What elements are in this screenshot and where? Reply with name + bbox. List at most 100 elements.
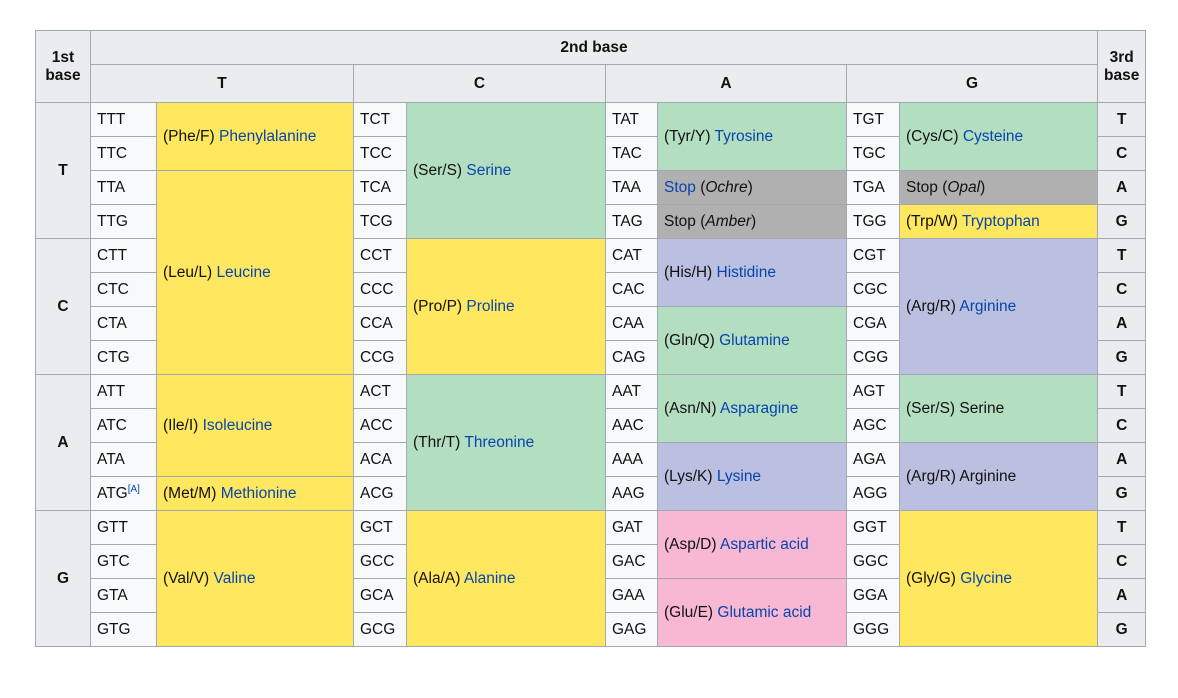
codon-tcc: TCC xyxy=(353,136,407,171)
codon-ttg: TTG xyxy=(90,204,157,239)
link-cysteine[interactable]: Cysteine xyxy=(962,127,1024,145)
codon-aat: AAT xyxy=(605,374,658,409)
table-row: CTA CCA CAA (Gln/Q) Glutamine CGA A xyxy=(36,306,1147,375)
codon-aac: AAC xyxy=(605,408,658,443)
codon-tta: TTA xyxy=(90,170,157,205)
link-valine[interactable]: Valine xyxy=(213,569,256,587)
codon-gcc: GCC xyxy=(353,544,407,579)
table-header: 1st base 2nd base 3rd base T C A G xyxy=(35,30,1147,103)
aa-valine: (Val/V) Valine xyxy=(156,510,354,647)
table-row: GTG GCG GAG GGG G xyxy=(36,612,1147,647)
aa-serine: (Ser/S) Serine xyxy=(406,102,606,239)
col-header-t: T xyxy=(90,64,354,103)
link-asparagine[interactable]: Asparagine xyxy=(720,399,799,417)
link-aspartic-acid[interactable]: Aspartic acid xyxy=(720,535,809,553)
first-base-header: 1st base xyxy=(35,30,91,103)
aa-stop-ochre: Stop (Ochre) xyxy=(657,170,847,205)
link-leucine[interactable]: Leucine xyxy=(216,263,271,281)
aa-phenylalanine: (Phe/F) Phenylalanine xyxy=(156,102,354,171)
link-proline[interactable]: Proline xyxy=(466,297,515,315)
codon-tag: TAG xyxy=(605,204,658,239)
row-header-g: G xyxy=(35,510,91,647)
table-row: ATC ACC AAC AGC C xyxy=(36,408,1147,443)
link-alanine[interactable]: Alanine xyxy=(463,569,516,587)
codon-tat: TAT xyxy=(605,102,658,137)
third-base-g: G xyxy=(1096,612,1147,647)
codon-table: 1st base 2nd base 3rd base T C A G T TTT (… xyxy=(35,30,1147,647)
codon-agc: AGC xyxy=(846,408,900,443)
codon-tga: TGA xyxy=(846,170,900,205)
codon-gga: GGA xyxy=(846,578,900,613)
row-header-c: C xyxy=(35,238,91,375)
codon-ccg: CCG xyxy=(353,340,407,375)
col-header-a: A xyxy=(605,64,847,103)
link-serine[interactable]: Serine xyxy=(466,161,512,179)
codon-ggc: GGC xyxy=(846,544,900,579)
third-base-c: C xyxy=(1096,544,1147,579)
row-header-t: T xyxy=(35,102,91,239)
third-base-t: T xyxy=(1096,374,1147,409)
third-base-a: A xyxy=(1096,578,1147,613)
codon-caa: CAA xyxy=(605,306,658,341)
footnote-ref[interactable]: [A] xyxy=(127,483,140,495)
second-base-header: 2nd base xyxy=(90,30,1098,65)
table-row: ATA ACA AAA (Lys/K) Lysine AGA (Arg/R) A… xyxy=(36,442,1147,511)
aa-stop-amber: Stop (Amber) xyxy=(657,204,847,239)
table-row: TTG TCG TAG Stop (Amber) TGG (Trp/W) Try… xyxy=(36,204,1147,239)
aa-cysteine: (Cys/C) Cysteine xyxy=(899,102,1098,171)
aa-tryptophan: (Trp/W) Tryptophan xyxy=(899,204,1098,239)
third-base-a: A xyxy=(1096,170,1147,205)
aa-glutamine: (Gln/Q) Glutamine xyxy=(657,306,847,375)
codon-ggt: GGT xyxy=(846,510,900,545)
codon-gca: GCA xyxy=(353,578,407,613)
codon-gag: GAG xyxy=(605,612,658,647)
codon-aga: AGA xyxy=(846,442,900,477)
table-row: CTC CCC CAC CGC C xyxy=(36,272,1147,307)
third-base-t: T xyxy=(1096,238,1147,273)
third-base-c: C xyxy=(1096,136,1147,171)
codon-gcg: GCG xyxy=(353,612,407,647)
codon-tcg: TCG xyxy=(353,204,407,239)
codon-gtc: GTC xyxy=(90,544,157,579)
codon-act: ACT xyxy=(353,374,407,409)
link-phenylalanine[interactable]: Phenylalanine xyxy=(219,127,317,145)
table-row: TTA (Leu/L) Leucine TCA TAA Stop (Ochre)… xyxy=(36,170,1147,375)
codon-taa: TAA xyxy=(605,170,658,205)
table-row: T TTT (Phe/F) Phenylalanine TCT (Ser/S) … xyxy=(35,102,1147,239)
aa-aspartic-acid: (Asp/D) Aspartic acid xyxy=(657,510,847,579)
link-stop-ochre[interactable]: Stop xyxy=(664,178,696,196)
codon-ctc: CTC xyxy=(90,272,157,307)
link-glutamine[interactable]: Glutamine xyxy=(719,331,790,349)
codon-cca: CCA xyxy=(353,306,407,341)
table-row: ATG[A] (Met/M) Methionine ACG AAG AGG G xyxy=(36,476,1147,511)
codon-aag: AAG xyxy=(605,476,658,511)
link-threonine[interactable]: Threonine xyxy=(464,433,535,451)
link-glycine[interactable]: Glycine xyxy=(960,569,1012,587)
link-arginine[interactable]: Arginine xyxy=(959,297,1017,315)
codon-att: ATT xyxy=(90,374,157,409)
link-histidine[interactable]: Histidine xyxy=(716,263,776,281)
link-methionine[interactable]: Methionine xyxy=(220,484,297,502)
codon-agg: AGG xyxy=(846,476,900,511)
link-glutamic-acid[interactable]: Glutamic acid xyxy=(717,603,812,621)
link-tyrosine[interactable]: Tyrosine xyxy=(714,127,774,145)
aa-isoleucine: (Ile/I) Isoleucine xyxy=(156,374,354,477)
link-lysine[interactable]: Lysine xyxy=(716,467,762,485)
codon-gac: GAC xyxy=(605,544,658,579)
link-tryptophan[interactable]: Tryptophan xyxy=(961,212,1040,230)
codon-ctg: CTG xyxy=(90,340,157,375)
third-base-header: 3rd base xyxy=(1096,30,1147,103)
aa-methionine: (Met/M) Methionine xyxy=(156,476,354,511)
codon-ttc: TTC xyxy=(90,136,157,171)
codon-ttt: TTT xyxy=(90,102,157,137)
aa-arginine: (Arg/R) Arginine xyxy=(899,238,1098,375)
codon-cga: CGA xyxy=(846,306,900,341)
aa-proline: (Pro/P) Proline xyxy=(406,238,606,375)
codon-tgg: TGG xyxy=(846,204,900,239)
link-isoleucine[interactable]: Isoleucine xyxy=(202,416,273,434)
codon-tca: TCA xyxy=(353,170,407,205)
codon-atc: ATC xyxy=(90,408,157,443)
codon-cgt: CGT xyxy=(846,238,900,273)
table-row: A ATT (Ile/I) Isoleucine ACT (Thr/T) Thr… xyxy=(35,374,1147,511)
table-row: GTA GCA GAA (Glu/E) Glutamic acid GGA A xyxy=(36,578,1147,647)
